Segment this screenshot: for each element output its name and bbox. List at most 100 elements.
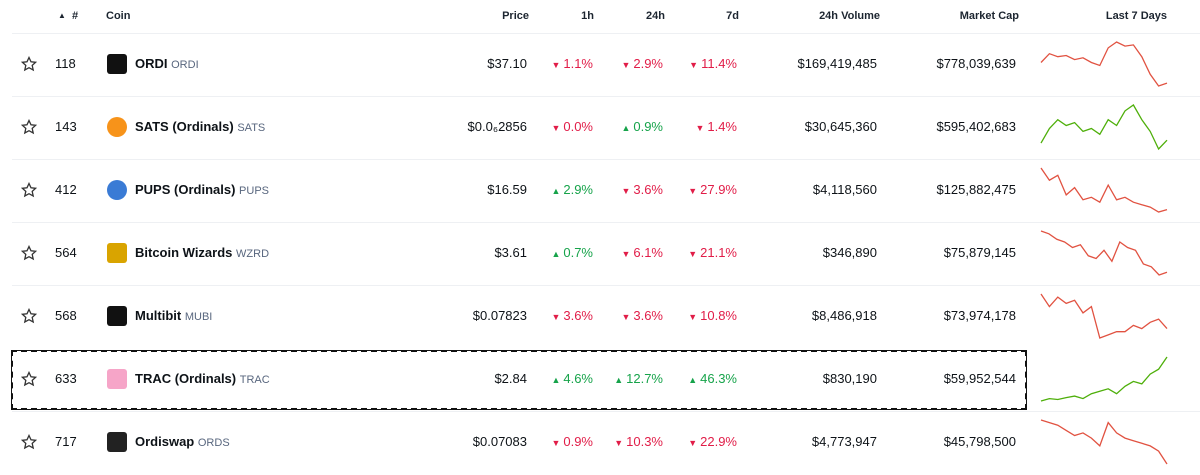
volume: $8,486,918 [811, 308, 877, 323]
coin-name[interactable]: Multibit MUBI [135, 308, 212, 325]
change-text: 0.0% [563, 119, 593, 134]
coin-symbol: SATS [237, 122, 266, 134]
percent-change: ▼ 2.9% [621, 56, 663, 73]
favorite-star[interactable] [21, 56, 37, 72]
sparkline-chart [1040, 230, 1168, 276]
coin-symbol: TRAC [239, 374, 270, 386]
rank: 564 [55, 245, 77, 260]
price: $0.07083 [472, 434, 527, 449]
trend-arrow: ▼ [688, 249, 698, 259]
rank: 412 [55, 182, 77, 197]
market-cap: $125,882,475 [936, 182, 1016, 197]
trend-arrow: ▼ [621, 249, 631, 259]
trend-arrow: ▲ [551, 249, 561, 259]
favorite-star[interactable] [21, 182, 37, 198]
favorite-star[interactable] [21, 308, 37, 324]
star-outline [21, 56, 37, 72]
coin-title: PUPS (Ordinals) [135, 182, 236, 197]
coin-symbol: MUBI [184, 311, 213, 323]
coin-title: Multibit [135, 308, 182, 323]
row-divider [12, 411, 1200, 475]
volume: $4,773,947 [811, 434, 877, 449]
sparkline-chart [1040, 167, 1168, 213]
coin-name[interactable]: Ordiswap ORDS [135, 434, 230, 451]
header-market-cap[interactable]: Market Cap [959, 10, 1019, 22]
row-divider [12, 159, 1200, 223]
trend-arrow: ▼ [688, 312, 698, 322]
header-1h[interactable]: 1h [581, 10, 594, 22]
coin-name[interactable]: TRAC (Ordinals) TRAC [135, 371, 270, 388]
change-text: 2.9% [563, 182, 593, 197]
price: $3.61 [494, 245, 527, 260]
percent-change: ▲ 12.7% [614, 371, 663, 388]
change-text: 11.4% [701, 56, 737, 71]
coin-title: ORDI [135, 56, 168, 71]
favorite-star[interactable] [21, 434, 37, 450]
percent-change: ▼ 3.6% [621, 182, 663, 199]
star-outline [21, 434, 37, 450]
rank: 118 [55, 56, 76, 71]
coin-name[interactable]: ORDI ORDI [135, 56, 199, 73]
trend-arrow: ▼ [551, 312, 561, 322]
price: $16.59 [487, 182, 527, 197]
trend-arrow: ▼ [695, 123, 705, 133]
market-cap: $59,952,544 [943, 371, 1016, 386]
volume: $169,419,485 [797, 56, 877, 71]
volume: $4,118,560 [812, 182, 877, 197]
sparkline-chart [1040, 41, 1168, 87]
percent-change: ▲ 0.7% [551, 245, 593, 262]
market-cap: $75,879,145 [943, 245, 1016, 260]
favorite-star[interactable] [21, 245, 37, 261]
rank: 717 [55, 434, 77, 449]
header-7d[interactable]: 7d [726, 10, 739, 22]
change-text: 10.8% [700, 308, 737, 323]
coin-logo [107, 432, 127, 452]
star-outline [21, 245, 37, 261]
change-text: 0.7% [563, 245, 593, 260]
sparkline [1040, 167, 1168, 213]
header-price[interactable]: Price [502, 10, 529, 22]
star-outline [21, 371, 37, 387]
trend-arrow: ▼ [689, 60, 699, 70]
percent-change: ▼ 10.3% [614, 434, 663, 451]
change-text: 12.7% [626, 371, 663, 386]
header-rank[interactable]: # [72, 10, 79, 22]
change-text: 1.1% [563, 56, 593, 71]
sparkline-chart [1040, 419, 1168, 465]
percent-change: ▼ 3.6% [621, 308, 663, 325]
rank: 143 [55, 119, 77, 134]
header-volume[interactable]: 24h Volume [819, 10, 880, 22]
trend-arrow: ▲ [614, 375, 624, 385]
trend-arrow: ▼ [688, 438, 698, 448]
row-divider [12, 96, 1200, 160]
header-coin[interactable]: Coin [106, 10, 131, 22]
star-outline [21, 119, 37, 135]
favorite-star[interactable] [21, 119, 37, 135]
coin-symbol: ORDS [197, 437, 230, 449]
percent-change: ▼ 11.4% [689, 56, 737, 73]
change-text: 46.3% [700, 371, 737, 386]
percent-change: ▼ 1.4% [695, 119, 737, 136]
coin-symbol: PUPS [239, 185, 270, 197]
coin-name[interactable]: Bitcoin Wizards WZRD [135, 245, 269, 262]
header-24h[interactable]: 24h [646, 10, 665, 22]
sort-arrow[interactable]: ▲ [58, 11, 66, 20]
sparkline [1040, 293, 1168, 339]
change-text: 0.9% [563, 434, 593, 449]
coin-logo [107, 369, 127, 389]
selected-row [11, 350, 1027, 410]
volume: $30,645,360 [804, 119, 877, 134]
coin-name[interactable]: PUPS (Ordinals) PUPS [135, 182, 269, 199]
volume: $830,190 [822, 371, 877, 386]
coin-name[interactable]: SATS (Ordinals) SATS [135, 119, 265, 136]
row-divider [12, 222, 1200, 286]
change-text: 27.9% [700, 182, 737, 197]
coin-logo [107, 180, 127, 200]
price: $2.84 [494, 371, 527, 386]
favorite-star[interactable] [21, 371, 37, 387]
coin-symbol: WZRD [236, 248, 270, 260]
trend-arrow: ▼ [551, 123, 561, 133]
trend-arrow: ▼ [688, 186, 698, 196]
percent-change: ▲ 46.3% [688, 371, 737, 388]
market-cap: $45,798,500 [943, 434, 1016, 449]
